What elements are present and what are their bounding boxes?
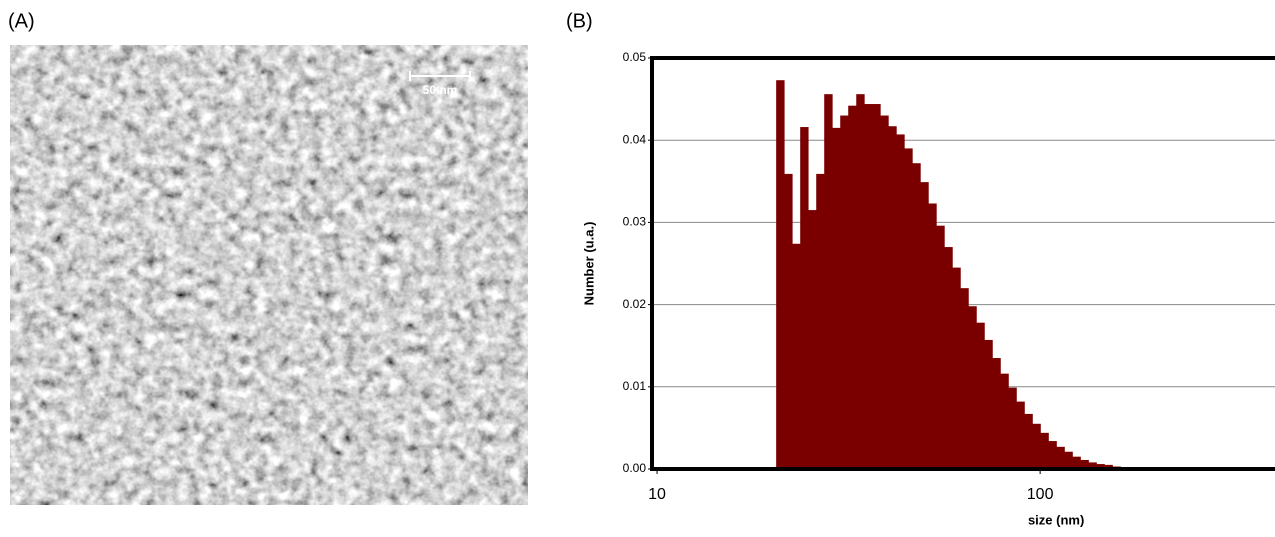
bar: [968, 306, 977, 469]
bar: [1032, 423, 1041, 469]
bar: [1096, 464, 1105, 469]
bar: [1056, 446, 1065, 469]
bar: [872, 104, 881, 470]
bar: [1040, 432, 1049, 469]
x-tick-label: 100: [1027, 486, 1054, 503]
bar: [888, 126, 897, 469]
bar: [832, 127, 841, 470]
bar: [936, 225, 945, 469]
micrograph: 50 nm: [10, 45, 528, 505]
bar: [984, 339, 993, 469]
chart: 0.00 0.01 0.02 0.03 0.04 0.05 10 100 size (nm) Nu…: [581, 50, 1275, 527]
bar: [880, 115, 889, 469]
bar: [864, 104, 873, 470]
bar: [1048, 441, 1057, 469]
bar: [928, 203, 937, 469]
bar: [944, 247, 953, 469]
bar: [1072, 456, 1081, 469]
bar: [792, 243, 801, 469]
bar: [784, 173, 793, 470]
bar: [856, 94, 865, 469]
y-tick-label: 0.02: [623, 297, 647, 311]
bar: [1008, 387, 1017, 469]
bar: [816, 173, 825, 470]
x-axis-label: size (nm): [1028, 512, 1084, 527]
bar: [1064, 451, 1073, 469]
bar: [904, 148, 913, 470]
bar: [952, 267, 961, 469]
y-tick-label: 0.01: [623, 379, 647, 393]
bar: [976, 322, 985, 469]
y-tick-label: 0.03: [623, 215, 647, 229]
bar: [920, 182, 929, 469]
bar: [1088, 462, 1097, 469]
x-tick-label: 10: [648, 486, 666, 503]
bar: [912, 163, 921, 469]
bar: [1104, 464, 1113, 469]
bar: [776, 80, 785, 469]
bar: [848, 105, 857, 470]
bar: [1024, 413, 1033, 469]
scale-bar-label: 50 nm: [423, 83, 458, 97]
micrograph-image: [10, 45, 528, 505]
y-tick-label: 0.04: [623, 132, 647, 146]
bar: [1016, 401, 1025, 469]
bar: [1000, 373, 1009, 469]
bar: [808, 210, 817, 469]
y-axis-label: Number (u.a.): [581, 222, 596, 306]
bar: [840, 115, 849, 469]
bar: [1080, 459, 1089, 469]
bar: [992, 358, 1001, 469]
plot-frame: [650, 56, 1275, 471]
y-tick-label: 0.05: [623, 50, 647, 64]
y-tick-label: 0.00: [623, 461, 647, 475]
panel-label: (A): [8, 10, 35, 32]
bar: [960, 288, 969, 469]
bar: [896, 134, 905, 470]
bar: [800, 127, 809, 469]
panel-label: (B): [566, 10, 593, 32]
bar: [824, 94, 833, 469]
